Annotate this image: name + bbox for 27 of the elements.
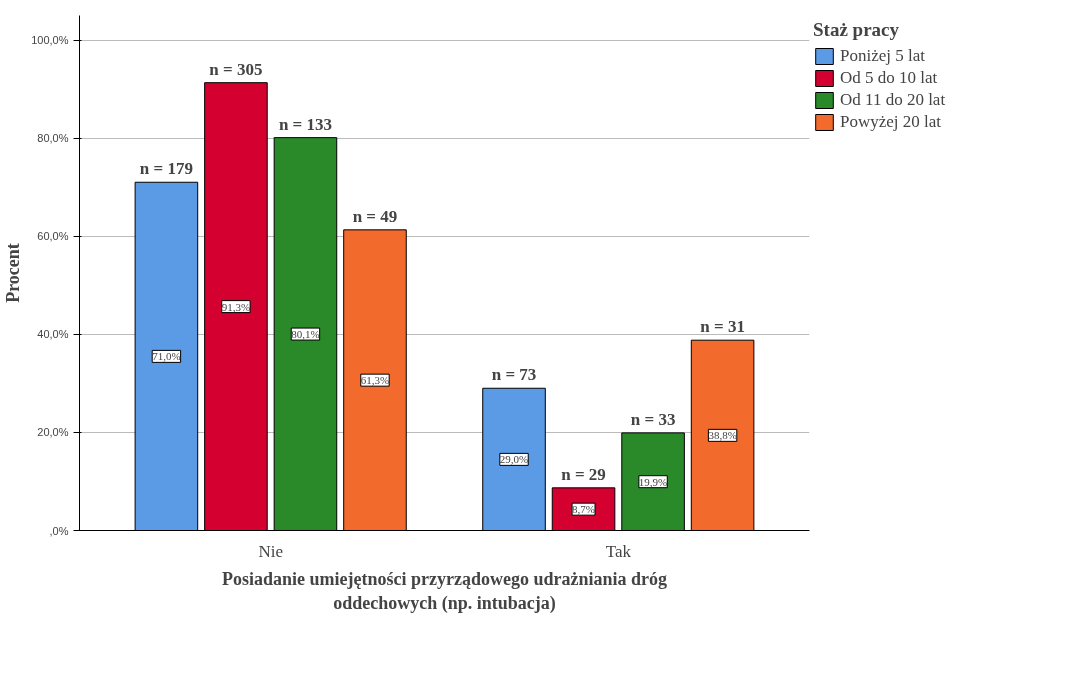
annotation: n = 29 (561, 464, 606, 484)
annotation: n = 305 (209, 59, 263, 79)
annotation: n = 33 (630, 409, 676, 429)
data-label: 29,0% (499, 453, 529, 466)
data-label: 61,3% (360, 374, 390, 387)
legend-label: Od 5 do 10 lat (840, 68, 938, 88)
legend-title: Staż pracy (813, 19, 900, 41)
annotation: n = 49 (352, 206, 398, 226)
x-tick-label: Tak (605, 541, 632, 561)
annotation: n = 73 (491, 365, 537, 385)
data-label: 19,9% (638, 475, 668, 488)
legend-label: Powyżej 20 lat (840, 112, 942, 132)
annotation: n = 31 (700, 317, 745, 337)
annotation: n = 133 (278, 114, 333, 134)
y-axis-title: Procent (3, 243, 24, 303)
y-tick-label: 20,0% (37, 426, 69, 439)
y-tick-label: 60,0% (37, 230, 69, 243)
y-tick-label: 100,0% (31, 34, 69, 47)
y-tick-label: ,0% (49, 524, 69, 537)
data-label: 91,3% (221, 300, 251, 313)
y-tick-label: 80,0% (37, 132, 69, 145)
legend-label: Poniżej 5 lat (840, 46, 925, 66)
x-tick-label: Nie (258, 541, 283, 561)
x-axis-title: Posiadanie umiejętności przyrządowego udrażniania dróg oddechowych (np. intubacja) (222, 568, 667, 614)
legend-label: Od 11 do 20 lat (840, 90, 946, 110)
annotation: n = 179 (139, 159, 193, 179)
y-tick-label: 40,0% (37, 328, 69, 341)
